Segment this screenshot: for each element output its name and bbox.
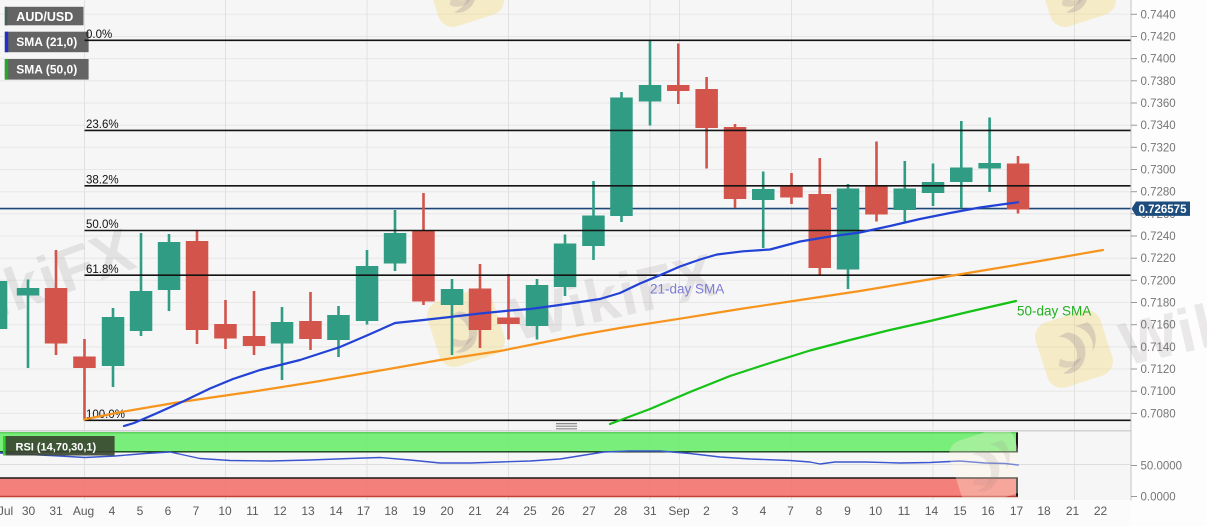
svg-text:7: 7 bbox=[787, 504, 794, 518]
svg-text:28: 28 bbox=[614, 504, 628, 518]
svg-text:14: 14 bbox=[925, 504, 939, 518]
svg-text:0.726575: 0.726575 bbox=[1139, 204, 1188, 216]
svg-text:6: 6 bbox=[165, 504, 172, 518]
svg-text:0.7160: 0.7160 bbox=[1141, 320, 1176, 332]
svg-text:0.7200: 0.7200 bbox=[1141, 275, 1176, 287]
svg-text:21-day SMA: 21-day SMA bbox=[650, 282, 724, 297]
svg-text:30: 30 bbox=[22, 504, 36, 518]
svg-text:8: 8 bbox=[816, 504, 823, 518]
svg-text:18: 18 bbox=[1037, 504, 1051, 518]
svg-text:11: 11 bbox=[246, 504, 259, 518]
svg-text:9: 9 bbox=[844, 504, 851, 518]
svg-text:19: 19 bbox=[412, 504, 426, 518]
svg-text:0.7240: 0.7240 bbox=[1141, 231, 1176, 243]
svg-text:15: 15 bbox=[953, 504, 967, 518]
svg-text:0.7440: 0.7440 bbox=[1141, 9, 1176, 21]
svg-text:23.6%: 23.6% bbox=[86, 119, 119, 131]
svg-text:0.0%: 0.0% bbox=[86, 29, 112, 41]
svg-text:14: 14 bbox=[329, 504, 343, 518]
svg-text:17: 17 bbox=[357, 504, 371, 518]
svg-text:0.7080: 0.7080 bbox=[1141, 408, 1176, 420]
svg-text:7: 7 bbox=[193, 504, 200, 518]
svg-text:0.7100: 0.7100 bbox=[1141, 386, 1176, 398]
svg-text:22: 22 bbox=[1094, 504, 1108, 518]
svg-text:27: 27 bbox=[582, 504, 596, 518]
svg-text:4: 4 bbox=[760, 504, 767, 518]
svg-text:0.7420: 0.7420 bbox=[1141, 32, 1176, 44]
svg-text:0.7180: 0.7180 bbox=[1141, 298, 1176, 310]
svg-text:10: 10 bbox=[218, 504, 232, 518]
svg-text:Jul: Jul bbox=[0, 504, 13, 518]
svg-text:24: 24 bbox=[496, 504, 510, 518]
svg-text:50.0000: 50.0000 bbox=[1141, 461, 1183, 473]
svg-text:0.7140: 0.7140 bbox=[1141, 342, 1176, 354]
svg-text:0.7380: 0.7380 bbox=[1141, 76, 1176, 88]
svg-text:Sep: Sep bbox=[668, 504, 690, 518]
svg-text:11: 11 bbox=[898, 504, 911, 518]
svg-text:16: 16 bbox=[981, 504, 995, 518]
svg-text:0.7320: 0.7320 bbox=[1141, 142, 1176, 154]
svg-text:0.0000: 0.0000 bbox=[1141, 492, 1176, 504]
svg-text:12: 12 bbox=[273, 504, 287, 518]
svg-text:SMA (50,0): SMA (50,0) bbox=[16, 63, 77, 77]
svg-text:0.7400: 0.7400 bbox=[1141, 54, 1176, 66]
svg-text:0.7120: 0.7120 bbox=[1141, 364, 1176, 376]
svg-text:13: 13 bbox=[301, 504, 315, 518]
svg-text:RSI (14,70,30,1): RSI (14,70,30,1) bbox=[16, 442, 97, 454]
svg-text:5: 5 bbox=[137, 504, 144, 518]
svg-text:2: 2 bbox=[703, 504, 710, 518]
svg-text:21: 21 bbox=[468, 504, 482, 518]
svg-text:SMA (21,0): SMA (21,0) bbox=[16, 35, 77, 49]
svg-text:10: 10 bbox=[869, 504, 883, 518]
svg-text:26: 26 bbox=[551, 504, 565, 518]
svg-text:0.7300: 0.7300 bbox=[1141, 165, 1176, 177]
svg-text:21: 21 bbox=[1066, 504, 1080, 518]
svg-text:Aug: Aug bbox=[73, 504, 94, 518]
svg-text:31: 31 bbox=[49, 504, 63, 518]
svg-text:38.2%: 38.2% bbox=[86, 175, 119, 187]
svg-text:0.7280: 0.7280 bbox=[1141, 187, 1176, 199]
svg-text:18: 18 bbox=[384, 504, 398, 518]
svg-text:17: 17 bbox=[1010, 504, 1024, 518]
svg-text:25: 25 bbox=[523, 504, 537, 518]
svg-text:61.8%: 61.8% bbox=[86, 264, 119, 276]
svg-text:3: 3 bbox=[732, 504, 739, 518]
svg-text:0.7360: 0.7360 bbox=[1141, 98, 1176, 110]
svg-text:4: 4 bbox=[109, 504, 116, 518]
svg-text:AUD/USD: AUD/USD bbox=[16, 10, 73, 24]
svg-text:50.0%: 50.0% bbox=[86, 219, 119, 231]
svg-text:20: 20 bbox=[440, 504, 454, 518]
svg-text:31: 31 bbox=[643, 504, 657, 518]
svg-text:0.7220: 0.7220 bbox=[1141, 253, 1176, 265]
svg-text:50-day SMA: 50-day SMA bbox=[1017, 304, 1091, 319]
svg-text:0.7340: 0.7340 bbox=[1141, 120, 1176, 132]
